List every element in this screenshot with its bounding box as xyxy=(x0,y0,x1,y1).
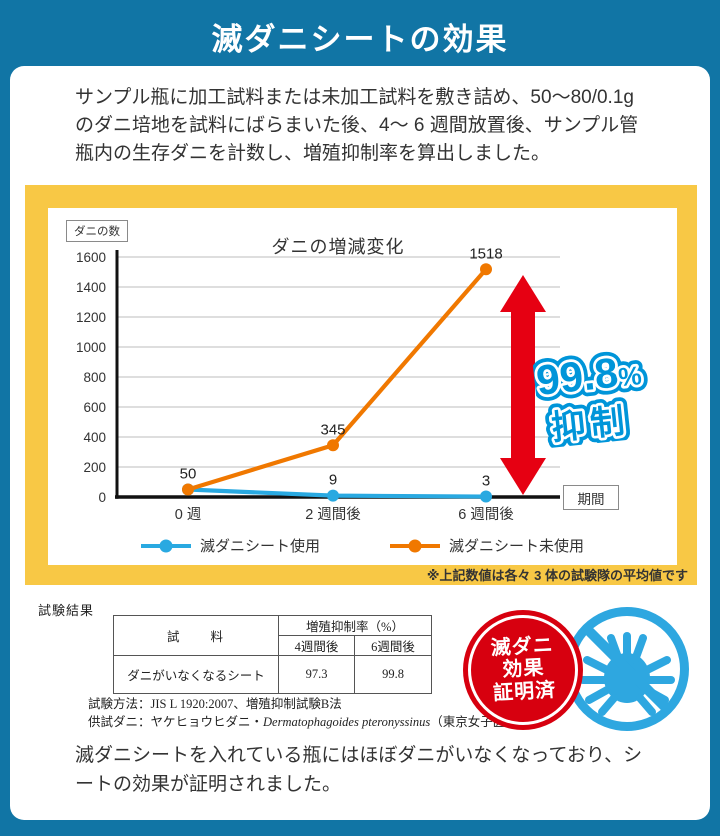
svg-text:400: 400 xyxy=(83,430,106,445)
y-axis-label: ダニの数 xyxy=(74,226,120,238)
y-axis-label-box: ダニの数 xyxy=(66,220,128,242)
legend-label-used: 滅ダニシート使用 xyxy=(200,535,320,556)
chart-panel: ダニの数 ダニの増減変化 020040060080010001200140016… xyxy=(25,185,697,585)
chart-legend: 滅ダニシート使用 滅ダニシート未使用 xyxy=(48,535,677,556)
legend-line-blue xyxy=(141,544,191,548)
svg-text:抑制: 抑制 xyxy=(550,402,632,448)
content-card: サンプル瓶に加工試料または未加工試料を敷き詰め、50〜80/0.1g のダニ培地… xyxy=(10,66,710,820)
value-6w-cell: 99.8 xyxy=(355,656,432,694)
svg-text:1400: 1400 xyxy=(76,280,106,295)
table-row: ダニがいなくなるシート 97.3 99.8 xyxy=(114,656,432,694)
test-mite-text: 供試ダニ：ヤケヒョウヒダニ・Dermatophagoides pteronyss… xyxy=(88,711,543,730)
test-method-text: 試験方法：JIS L 1920:2007、増殖抑制試験B法 xyxy=(88,693,342,712)
svg-text:2 週間後: 2 週間後 xyxy=(305,506,361,523)
sample-header-cell: 試 料 xyxy=(114,616,279,656)
suppression-annotation: 99.8% 99.8% 抑制 抑制 xyxy=(531,331,715,449)
sample-name-cell: ダニがいなくなるシート xyxy=(114,656,279,694)
latin-species-name: Dermatophagoides pteronyssinus xyxy=(263,715,430,729)
svg-text:200: 200 xyxy=(83,460,106,475)
svg-text:6 週間後: 6 週間後 xyxy=(458,506,514,523)
legend-item-sheet-unused: 滅ダニシート未使用 xyxy=(390,535,584,556)
mite-prohibition-icon xyxy=(574,616,680,722)
value-4w-cell: 97.3 xyxy=(279,656,355,694)
svg-text:345: 345 xyxy=(320,421,345,438)
svg-text:3: 3 xyxy=(482,473,490,490)
proof-badge: 滅ダニ 効果 証明済 xyxy=(463,610,583,730)
legend-dot-orange xyxy=(409,539,422,552)
svg-text:1200: 1200 xyxy=(76,310,106,325)
svg-text:0: 0 xyxy=(98,490,106,505)
page-title: 滅ダニシートの効果 xyxy=(0,14,720,59)
svg-text:1000: 1000 xyxy=(76,340,106,355)
chart-title: ダニの増減変化 xyxy=(88,233,588,259)
proof-badge-text: 滅ダニ 効果 証明済 xyxy=(490,635,556,705)
table-row: 試 料 増殖抑制率（%） xyxy=(114,616,432,636)
legend-dot-blue xyxy=(159,539,172,552)
svg-text:9: 9 xyxy=(329,472,337,489)
svg-text:600: 600 xyxy=(83,400,106,415)
rate-header-cell: 増殖抑制率（%） xyxy=(279,616,432,636)
x-axis-label: 期間 xyxy=(578,488,605,508)
footnote: ※上記数値は各々 3 体の試験隊の平均値です xyxy=(427,565,688,584)
description-text: サンプル瓶に加工試料または未加工試料を敷き詰め、50〜80/0.1g のダニ培地… xyxy=(75,84,655,168)
legend-line-orange xyxy=(390,544,440,548)
results-table: 試 料 増殖抑制率（%） 4週間後 6週間後 ダニがいなくなるシート 97.3 … xyxy=(113,615,432,694)
svg-text:800: 800 xyxy=(83,370,106,385)
svg-text:50: 50 xyxy=(180,466,197,483)
no-mite-badge xyxy=(565,607,689,731)
legend-item-sheet-used: 滅ダニシート使用 xyxy=(141,535,320,556)
infographic-page: 滅ダニシートの効果 サンプル瓶に加工試料または未加工試料を敷き詰め、50〜80/… xyxy=(0,0,720,836)
col-header-4w: 4週間後 xyxy=(279,636,355,656)
chart-area: ダニの数 ダニの増減変化 020040060080010001200140016… xyxy=(48,208,677,565)
svg-text:99.8%: 99.8% xyxy=(534,346,643,404)
legend-label-unused: 滅ダニシート未使用 xyxy=(449,535,584,556)
results-heading: 試験結果 xyxy=(38,600,94,619)
conclusion-text: 滅ダニシートを入れている瓶にはほぼダニがいなくなっており、シートの効果が証明され… xyxy=(75,742,657,799)
svg-text:0 週: 0 週 xyxy=(175,506,202,523)
x-axis-label-box: 期間 xyxy=(563,485,619,510)
col-header-6w: 6週間後 xyxy=(355,636,432,656)
